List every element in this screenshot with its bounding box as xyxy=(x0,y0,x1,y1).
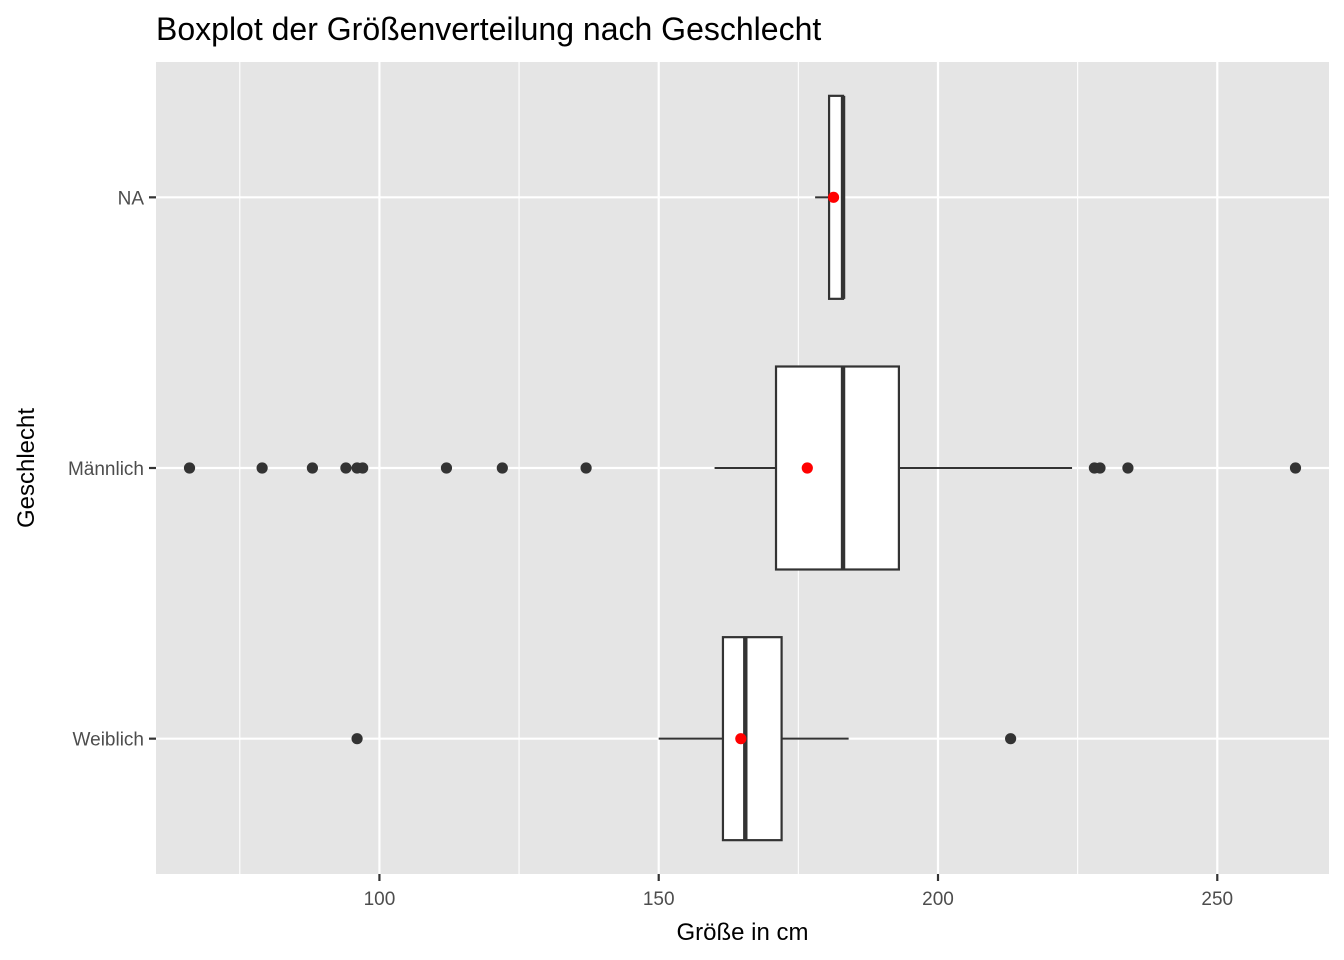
outlier-point xyxy=(580,462,592,474)
outlier-point xyxy=(340,462,352,474)
outlier-point xyxy=(1122,462,1134,474)
x-tick-label: 250 xyxy=(1201,889,1233,910)
y-tick-label: NA xyxy=(118,188,145,209)
outlier-point xyxy=(496,462,508,474)
x-tick-label: 100 xyxy=(364,889,396,910)
box-group xyxy=(351,636,1017,842)
box-group xyxy=(183,365,1302,571)
outlier-point xyxy=(1094,462,1106,474)
outlier-point xyxy=(357,462,369,474)
chart-title: Boxplot der Größenverteilung nach Geschl… xyxy=(156,11,821,47)
outlier-point xyxy=(183,462,196,474)
outlier-point xyxy=(351,733,363,745)
x-axis-title: Größe in cm xyxy=(676,919,808,946)
box-iqr xyxy=(721,636,783,842)
boxplots xyxy=(183,94,1302,842)
mean-point xyxy=(801,462,813,474)
box-group xyxy=(815,94,846,300)
mean-point xyxy=(827,191,840,203)
outlier-point xyxy=(1289,462,1302,474)
outlier-point xyxy=(1005,733,1017,745)
axes: NA Männlich Weiblich 100 150 200 250 xyxy=(68,188,1233,910)
x-tick-label: 200 xyxy=(922,889,954,910)
outlier-point xyxy=(440,462,453,474)
y-axis-title: Geschlecht xyxy=(13,408,40,528)
y-tick-label: Weiblich xyxy=(73,730,144,751)
box-iqr xyxy=(774,365,900,571)
outlier-point xyxy=(306,462,318,474)
mean-point xyxy=(735,733,747,745)
outlier-point xyxy=(256,462,268,474)
y-tick-label: Männlich xyxy=(68,459,144,480)
x-tick-label: 150 xyxy=(643,889,675,910)
